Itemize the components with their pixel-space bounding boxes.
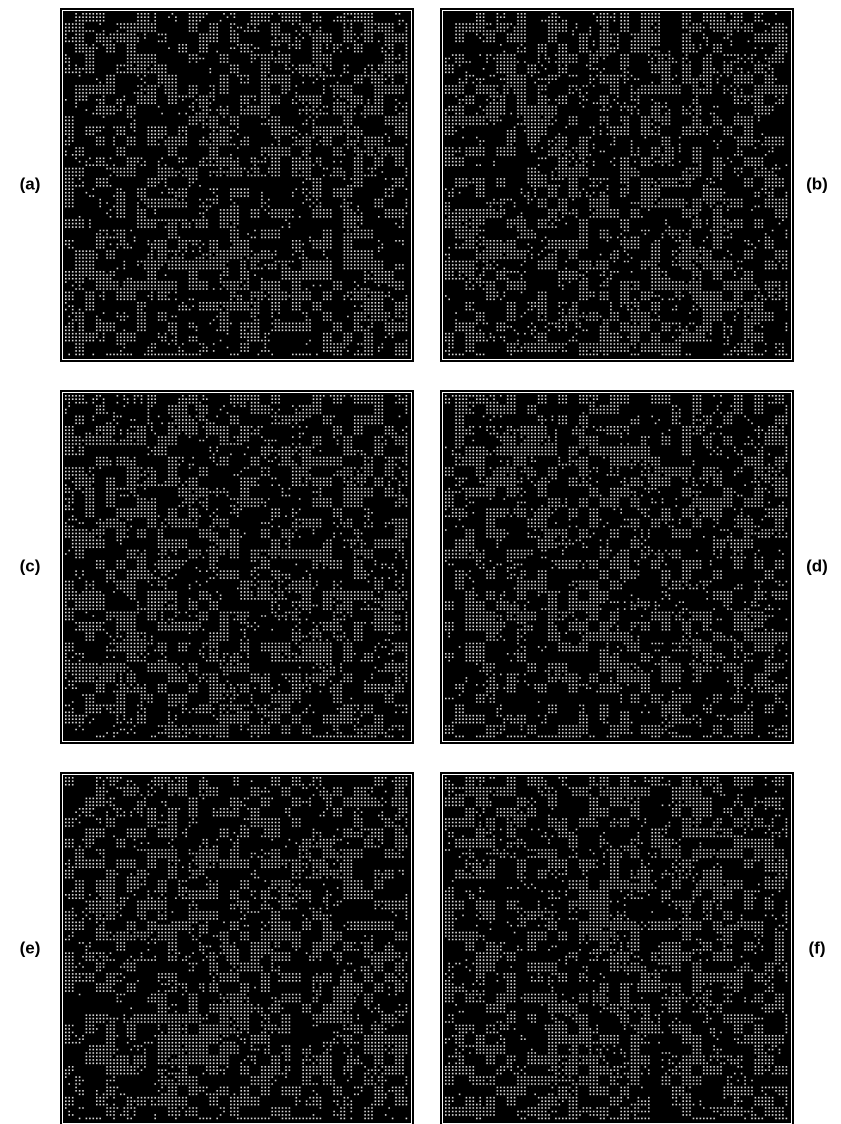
panel-label: (c) bbox=[20, 556, 41, 575]
panel: (e) bbox=[20, 772, 414, 1124]
panel-label: (f) bbox=[809, 938, 826, 957]
panel-inner-border bbox=[62, 10, 412, 360]
panel-frame bbox=[440, 772, 794, 1124]
panel-inner-border bbox=[442, 392, 792, 742]
panel: (d) bbox=[440, 390, 828, 744]
panel-label: (e) bbox=[20, 938, 41, 957]
panel: (a) bbox=[20, 8, 414, 362]
panel-frame bbox=[60, 772, 414, 1124]
panel-label: (a) bbox=[20, 174, 41, 193]
panel: (c) bbox=[20, 390, 414, 744]
panel-label: (d) bbox=[806, 556, 828, 575]
panel: (f) bbox=[440, 772, 825, 1124]
panel-inner-border bbox=[62, 392, 412, 742]
panel-inner-border bbox=[442, 10, 792, 360]
panel: (b) bbox=[440, 8, 828, 362]
panel-label: (b) bbox=[806, 174, 828, 193]
panel-frame bbox=[440, 8, 794, 362]
